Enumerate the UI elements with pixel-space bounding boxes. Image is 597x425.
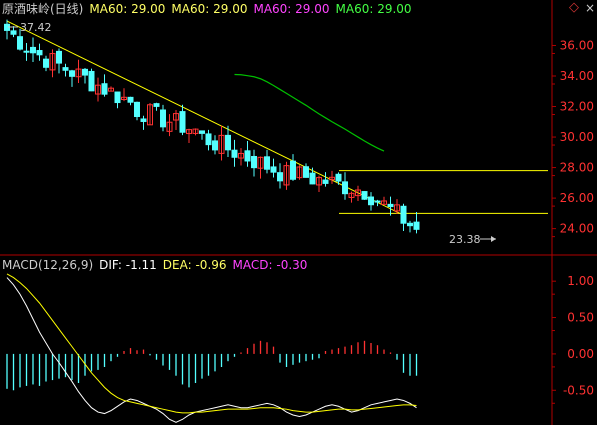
candle-body	[225, 134, 231, 151]
candle-body	[257, 156, 264, 169]
macd-title: MACD(12,26,9)	[2, 258, 94, 272]
candle-body	[88, 70, 95, 92]
diamond-icon[interactable]: ◇	[569, 0, 579, 15]
candle-body	[30, 46, 36, 54]
candle-body	[400, 205, 407, 224]
price-tick-label: 30.00	[560, 130, 594, 144]
price-tick-label: 24.00	[560, 222, 594, 236]
ma-label-3: MA60: 29.00	[253, 2, 330, 16]
candle-body	[296, 166, 303, 179]
candle-body	[62, 67, 69, 71]
candle-body	[303, 166, 309, 178]
candle-body	[17, 36, 23, 50]
candle-body	[199, 130, 205, 134]
candle-body	[147, 104, 153, 126]
price-panel-header: 原酒味岭(日线) MA60: 29.00 MA60: 29.00 MA60: 29.0…	[2, 2, 412, 16]
candle-body	[348, 192, 355, 198]
candle-body	[342, 181, 348, 195]
dea-line	[6, 273, 417, 414]
dif-line	[6, 277, 417, 423]
candle-body	[192, 128, 199, 134]
candle-body	[381, 200, 387, 205]
candle-body	[56, 50, 62, 64]
price-tick-label: 32.00	[560, 100, 594, 114]
candle-body	[231, 149, 238, 158]
candle-body	[10, 30, 17, 35]
candle-body	[140, 118, 147, 122]
ma-label-1: MA60: 29.00	[89, 2, 166, 16]
candle-body	[322, 179, 329, 184]
candle-body	[244, 150, 251, 162]
trend-line	[6, 20, 404, 216]
candle-body	[218, 134, 225, 154]
macd-panel-header: MACD(12,26,9) DIF: -1.11 DEA: -0.96 MACD: -…	[2, 258, 307, 272]
dif-value: DIF: -1.11	[99, 258, 157, 272]
close-icon[interactable]: ×	[585, 1, 596, 15]
candle-body	[212, 140, 218, 151]
candle-body	[43, 58, 49, 68]
candle-body	[186, 129, 192, 135]
low-price-arrowhead	[491, 236, 496, 242]
candle-body	[205, 133, 212, 146]
candle-body	[277, 172, 283, 182]
candle-body	[173, 113, 179, 121]
candle-body	[374, 200, 381, 203]
candle-body	[114, 91, 121, 104]
macd-tick-label: 0.50	[567, 311, 594, 325]
candle-body	[134, 101, 140, 117]
candle-body	[368, 196, 374, 206]
candle-body	[407, 222, 413, 227]
price-tick-label: 28.00	[560, 161, 594, 175]
price-tick-label: 36.00	[560, 38, 594, 52]
macd-value: MACD: -0.30	[232, 258, 308, 272]
candle-body	[270, 166, 277, 173]
candle-body	[23, 50, 30, 53]
candle-body	[153, 103, 160, 107]
candle-body	[387, 203, 394, 208]
candle-body	[355, 189, 361, 197]
candle-body	[361, 191, 368, 200]
price-tick-label: 26.00	[560, 191, 594, 205]
candle-body	[283, 165, 290, 186]
macd-tick-label: 1.00	[567, 274, 594, 288]
high-price-label: 37.42	[20, 21, 52, 34]
ma-label-4: MA60: 29.00	[335, 2, 412, 16]
candle-body	[309, 172, 316, 185]
candle-body	[335, 173, 342, 182]
candle-body	[413, 221, 420, 230]
candle-body	[394, 204, 400, 212]
candle-body	[160, 109, 166, 128]
candle-body	[166, 121, 173, 132]
dea-value: DEA: -0.96	[162, 258, 227, 272]
ma-label-2: MA60: 29.00	[171, 2, 248, 16]
candle-body	[121, 96, 127, 101]
macd-tick-label: -0.50	[563, 383, 594, 397]
candle-body	[108, 87, 114, 92]
candle-body	[238, 152, 244, 159]
candle-body	[36, 50, 43, 56]
candle-body	[329, 176, 335, 181]
candle-body	[264, 156, 270, 170]
candle-body	[95, 84, 101, 95]
macd-tick-label: 0.00	[567, 347, 594, 361]
candle-body	[290, 160, 296, 180]
stock-name: 原酒味岭(日线)	[2, 2, 84, 16]
candle-body	[251, 155, 257, 169]
ma60-line	[234, 73, 385, 152]
candle-body	[82, 68, 88, 76]
candle-body	[127, 96, 134, 103]
candle-body	[69, 70, 75, 77]
candle-body	[49, 53, 56, 71]
low-price-label: 23.38	[449, 233, 481, 246]
candle-body	[179, 111, 186, 133]
candle-body	[75, 68, 82, 78]
candle-body	[316, 177, 322, 186]
price-tick-label: 34.00	[560, 69, 594, 83]
candle-body	[101, 83, 108, 95]
